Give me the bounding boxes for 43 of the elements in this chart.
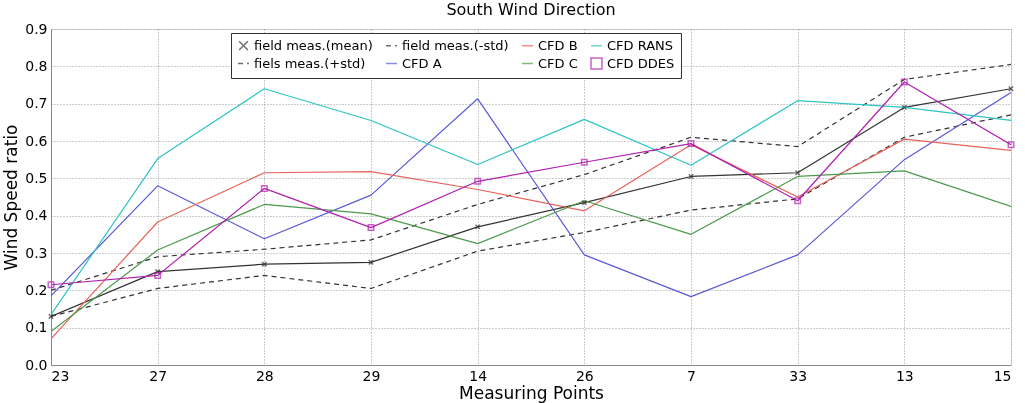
- point: [901, 104, 908, 111]
- x-tick-label: 23: [51, 367, 70, 384]
- legend-label: CFD C: [538, 55, 578, 71]
- x-tick-label: 29: [362, 367, 381, 384]
- point: [367, 224, 375, 232]
- x-tick-label: 28: [255, 367, 274, 384]
- point: [47, 281, 55, 289]
- y-tick-label: 0.5: [25, 169, 48, 186]
- legend-label: fiels meas.(+std): [254, 55, 366, 71]
- point: [580, 158, 588, 166]
- y-tick-label: 0.6: [25, 132, 48, 149]
- x-tick-label: 13: [895, 367, 914, 384]
- y-tick-label: 0.4: [25, 207, 48, 224]
- legend-label: CFD DDES: [607, 55, 675, 71]
- point: [794, 197, 802, 205]
- x-axis-title: Measuring Points: [459, 382, 605, 403]
- x-tick-label: 15: [993, 367, 1012, 384]
- y-tick-label: 0.8: [25, 57, 48, 74]
- line-series: [51, 170, 1011, 332]
- chart-title: South Wind Direction: [446, 0, 616, 19]
- point: [154, 271, 162, 279]
- y-tick-label: 0.3: [25, 244, 48, 261]
- x-tick-label: 33: [789, 367, 808, 384]
- x-tick-label: 26: [575, 367, 594, 384]
- y-tick-label: 0.1: [25, 319, 48, 336]
- y-tick-label: 0.0: [25, 356, 48, 373]
- x-tick-label: 27: [149, 367, 168, 384]
- y-tick-label: 0.7: [25, 95, 48, 112]
- point: [260, 184, 268, 192]
- legend-label: field meas.(-std): [402, 37, 509, 53]
- point: [687, 140, 695, 148]
- legend-label: CFD A: [402, 55, 442, 71]
- y-tick-label: 0.9: [25, 20, 48, 37]
- y-axis-title: Wind Speed ratio: [1, 124, 22, 271]
- legend-label: CFD B: [538, 37, 578, 53]
- legend-label: CFD RANS: [607, 37, 674, 53]
- y-tick-label: 0.2: [25, 281, 48, 298]
- point: [900, 78, 908, 86]
- point: [1007, 141, 1015, 149]
- x-tick-label: 7: [687, 367, 696, 384]
- legend-label: field meas.(mean): [254, 37, 373, 53]
- point: [474, 177, 482, 185]
- x-tick-label: 14: [469, 367, 488, 384]
